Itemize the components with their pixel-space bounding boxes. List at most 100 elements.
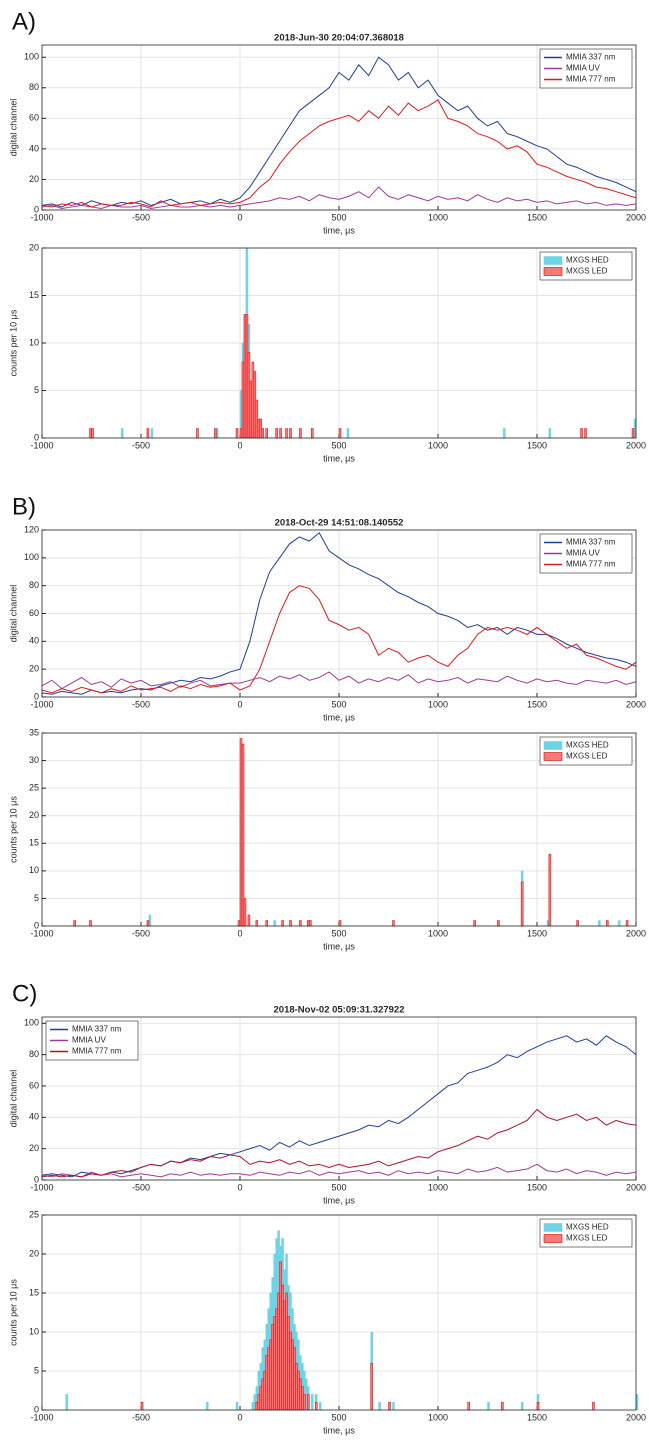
- histogram-bar: [291, 1339, 294, 1411]
- histogram-bar: [606, 920, 609, 927]
- y-tick-label: 40: [29, 636, 39, 646]
- histogram-bar: [617, 920, 621, 927]
- legend-label: MXGS LED: [566, 1234, 608, 1243]
- x-tick-label: 2000: [626, 1412, 646, 1422]
- y-tick-label: 20: [29, 1248, 39, 1258]
- histogram-bar: [265, 428, 268, 439]
- histogram-bar: [520, 881, 524, 927]
- histogram-bar: [239, 738, 243, 927]
- x-tick-label: 1000: [428, 699, 448, 709]
- histogram-bar: [261, 428, 265, 439]
- histogram-bar: [299, 1378, 302, 1411]
- legend: MXGS HED MXGS LED: [539, 251, 633, 281]
- x-tick-label: 0: [237, 1412, 242, 1422]
- x-axis-label: time, μs: [323, 941, 355, 951]
- histogram-bar: [305, 1378, 308, 1411]
- histogram-bar: [146, 920, 150, 927]
- legend-swatch: [543, 1234, 563, 1243]
- legend-label: MMIA UV: [566, 64, 600, 73]
- axes-box: [41, 529, 637, 698]
- histogram-bar: [287, 1316, 290, 1411]
- histogram-bar: [487, 1401, 490, 1411]
- histogram-bar: [318, 1401, 322, 1411]
- histogram-bar: [243, 314, 247, 439]
- y-axis-label: counts per 10 μs: [8, 1279, 18, 1346]
- y-tick-label: 100: [24, 1018, 39, 1028]
- histogram-bar: [378, 1401, 381, 1411]
- x-tick-label: 1500: [527, 212, 547, 222]
- legend-label: MMIA UV: [72, 1036, 106, 1045]
- histogram-bar: [146, 428, 150, 439]
- legend: MMIA 337 nm MMIA UV MMIA 777 nm: [539, 533, 633, 574]
- y-tick-label: 0: [34, 204, 39, 214]
- panel-label: C): [12, 980, 37, 1007]
- legend-swatch: [543, 752, 563, 761]
- legend-label: MXGS HED: [566, 741, 609, 750]
- histogram-bar: [267, 1347, 270, 1411]
- data-line: [41, 1108, 637, 1178]
- histogram-bar: [580, 428, 583, 439]
- histogram-bar: [311, 428, 314, 439]
- legend-box: [539, 48, 633, 89]
- y-tick-label: 0: [34, 432, 39, 442]
- chart-title: 2018-Nov-02 05:09:31.327922: [274, 1005, 405, 1016]
- histogram-bar: [520, 1401, 524, 1411]
- x-tick-label: 500: [331, 440, 346, 450]
- y-tick-label: 10: [29, 337, 39, 347]
- legend: MXGS HED MXGS LED: [539, 736, 633, 766]
- histogram-bar: [497, 920, 500, 927]
- histogram-bar: [283, 1300, 286, 1411]
- x-tick-label: 1500: [527, 928, 547, 938]
- legend-label: MMIA 337 nm: [566, 53, 616, 62]
- histogram-bar: [285, 428, 288, 439]
- legend-label: MMIA 337 nm: [566, 538, 616, 547]
- x-tick-label: 500: [331, 212, 346, 222]
- histogram-bar: [265, 1355, 268, 1411]
- x-axis-label: time, μs: [323, 1195, 355, 1205]
- histogram-bar: [259, 1386, 263, 1411]
- histogram-bar: [255, 399, 259, 439]
- histogram-bar: [235, 428, 239, 439]
- y-tick-label: 0: [34, 1404, 39, 1414]
- legend: MXGS HED MXGS LED: [539, 1218, 633, 1248]
- histogram-bar: [285, 1292, 288, 1411]
- legend-label: MXGS HED: [566, 1223, 609, 1232]
- histogram-bar: [271, 1323, 274, 1411]
- histogram-bar: [215, 428, 219, 439]
- histogram-bar: [241, 361, 245, 439]
- x-tick-label: 2000: [626, 928, 646, 938]
- histogram-bar: [237, 920, 241, 927]
- x-tick-label: 500: [331, 1182, 346, 1192]
- histogram-bar: [346, 428, 350, 439]
- legend-label: MMIA 337 nm: [72, 1025, 122, 1034]
- y-tick-label: 5: [34, 385, 39, 395]
- histogram-bar: [251, 1401, 255, 1411]
- y-axis-label: digital channel: [8, 1070, 18, 1128]
- x-tick-label: 0: [237, 699, 242, 709]
- panel-label: B): [12, 493, 36, 520]
- y-axis-label: digital channel: [8, 99, 18, 157]
- legend-swatch: [543, 741, 563, 750]
- legend: MMIA 337 nm MMIA UV MMIA 777 nm: [45, 1020, 139, 1061]
- histogram-bar: [576, 920, 579, 927]
- axes-box: [41, 44, 637, 211]
- y-tick-label: 80: [29, 82, 39, 92]
- histogram-bar: [592, 1401, 595, 1411]
- legend-label: MXGS HED: [566, 256, 609, 265]
- x-axis-label: time, μs: [323, 225, 355, 235]
- histogram-bar: [140, 1401, 144, 1411]
- histogram-bar: [65, 1394, 69, 1411]
- chart: -1000 -500 0 500 1000 1500 2000 0 5 10 15 20 MXGS HE…: [8, 242, 646, 463]
- histogram-bar: [289, 1331, 292, 1411]
- chart: -1000 -500 0 500 1000 1500 2000 0 20 40 60 80 100 120…: [8, 493, 646, 722]
- y-tick-label: 15: [29, 1287, 39, 1297]
- x-tick-label: 1000: [428, 1182, 448, 1192]
- histogram-bar: [73, 920, 76, 927]
- data-line: [41, 671, 637, 690]
- x-tick-label: 0: [237, 1182, 242, 1192]
- histogram-bar: [275, 428, 278, 439]
- histogram-bar: [307, 1394, 310, 1411]
- histogram-bar: [120, 428, 124, 439]
- chart: -1000 -500 0 500 1000 1500 2000 0 20 40 60 80 100 MMI…: [8, 8, 646, 235]
- x-tick-label: -500: [132, 440, 150, 450]
